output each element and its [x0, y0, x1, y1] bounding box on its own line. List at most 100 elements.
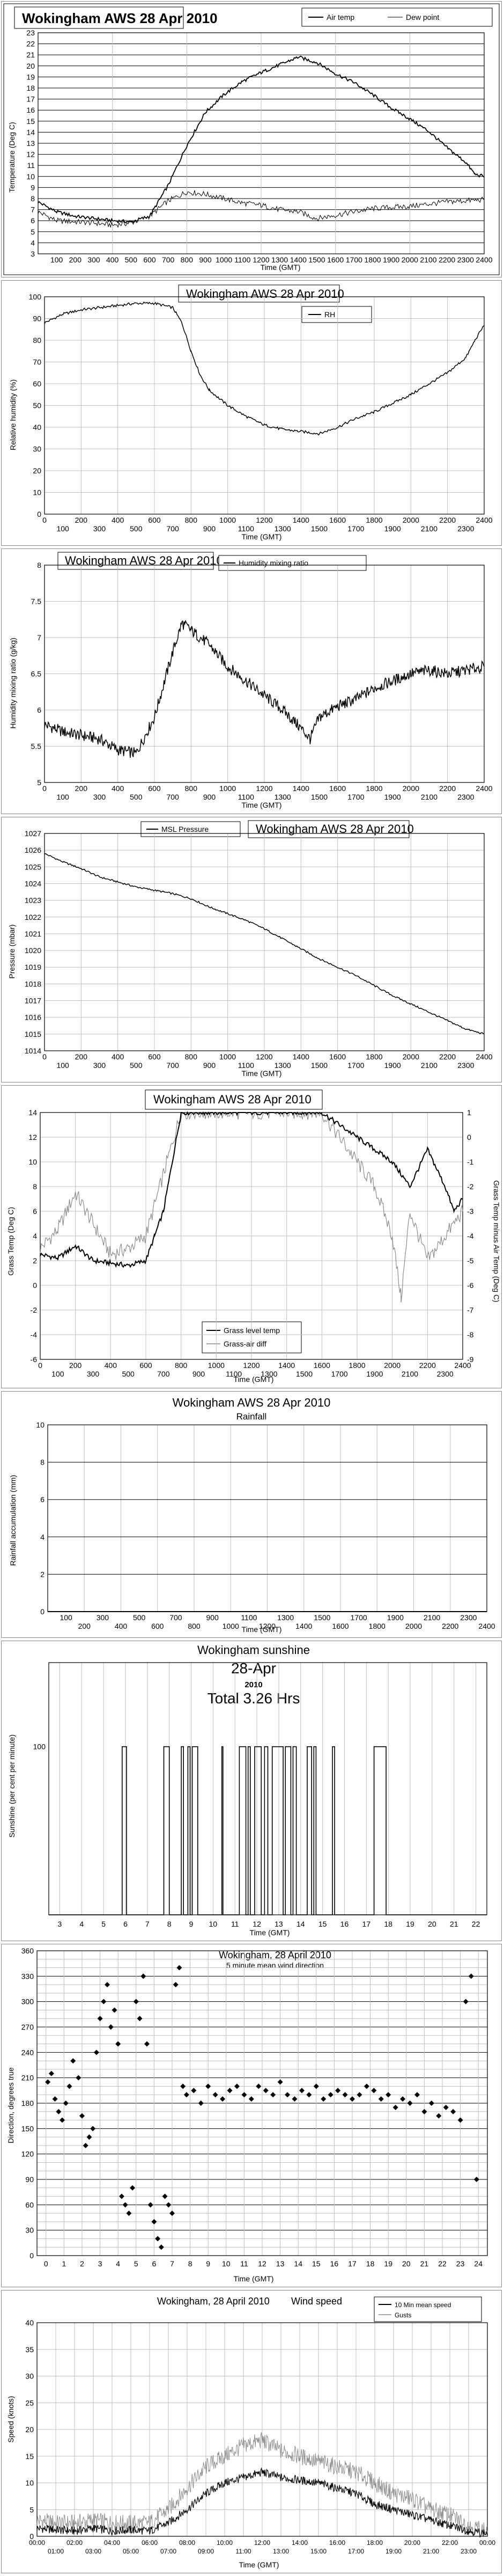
- data-point: [313, 2083, 319, 2089]
- data-point: [130, 2185, 136, 2191]
- x-tick-label-top: 400: [105, 1361, 117, 1370]
- x-tick-label: 900: [203, 1061, 216, 1070]
- x-tick-label: 3: [98, 2259, 102, 2268]
- x-tick-label: 1200: [256, 784, 272, 793]
- data-point: [321, 2096, 327, 2102]
- y-tick-label: 10: [28, 1158, 37, 1166]
- y-tick-label: 30: [25, 2372, 34, 2381]
- y2-axis-label: Grass Temp minus Air Temp (Deg C): [492, 1180, 501, 1302]
- y-tick-label: 1020: [25, 946, 41, 955]
- data-point: [108, 2024, 114, 2030]
- y-tick-label: 60: [25, 2200, 34, 2209]
- plot-area: [44, 296, 485, 515]
- x-tick-label: 2000: [402, 255, 418, 264]
- x-tick-label: 21: [450, 1920, 458, 1928]
- x-tick-label: 16: [330, 2259, 339, 2268]
- series-dew-point-line: [38, 190, 485, 229]
- x-tick-label-top: 2200: [419, 1361, 436, 1370]
- chart-title: Wokingham AWS 28 Apr 2010: [22, 10, 218, 26]
- y-tick-label: 11: [27, 161, 35, 170]
- x-tick-label: 15: [318, 1920, 327, 1928]
- x-tick-label-bottom: 2100: [402, 1370, 418, 1378]
- series-grass-temp-line: [40, 1111, 463, 1268]
- x-tick-label: 300: [87, 255, 100, 264]
- title-box: [248, 820, 410, 838]
- x-tick-label-top: 600: [139, 1361, 152, 1370]
- data-point: [97, 2016, 103, 2022]
- x-tick-label-top: 2400: [454, 1361, 471, 1370]
- x-tick-label-top: 10:00: [217, 2539, 233, 2546]
- x-tick-label: 2000: [405, 1622, 422, 1630]
- x-tick-label: 1300: [271, 255, 288, 264]
- y-tick-label: 1022: [25, 913, 41, 921]
- data-point: [79, 2113, 85, 2119]
- x-tick-label: 3: [58, 1920, 62, 1928]
- legend-label-rh: RH: [324, 310, 335, 319]
- x-tick-label: 2400: [476, 1052, 492, 1061]
- chart-title: Wokingham, 28 April 2010: [157, 2296, 270, 2307]
- x-tick-label: 800: [185, 1052, 198, 1061]
- x-tick-label: 1000: [219, 1052, 236, 1061]
- x-tick-label: 600: [148, 1052, 161, 1061]
- x-tick-label-top: 00:00: [29, 2539, 45, 2546]
- x-tick-label: 1600: [329, 784, 346, 793]
- wind-direction-panel: Wokingham, 28 April 2010 5 minute mean w…: [1, 1944, 502, 2287]
- x-tick-label: 18: [384, 1920, 392, 1928]
- x-tick-label-bottom: 1700: [331, 1370, 348, 1378]
- x-tick-label-top: 1000: [208, 1361, 225, 1370]
- x-tick-label-top: 1600: [314, 1361, 330, 1370]
- wind-direction-chart: Wokingham, 28 April 2010 5 minute mean w…: [6, 1946, 488, 2283]
- data-point: [52, 2096, 58, 2102]
- x-tick-label-bottom: 07:00: [160, 2548, 176, 2555]
- y2-tick-label: -6: [467, 1281, 474, 1290]
- data-point: [66, 2083, 72, 2089]
- x-tick-label-bottom: 11:00: [235, 2548, 251, 2555]
- y-axis-label: Direction, degrees true: [6, 2067, 15, 2143]
- x-tick-label: 8: [167, 1920, 172, 1928]
- pressure-panel: MSL Pressure Wokingham AWS 28 Apr 2010 P…: [1, 817, 502, 1082]
- y-tick-label: 70: [33, 358, 41, 367]
- y2-tick-label: -3: [467, 1207, 474, 1216]
- temperature-chart: Wokingham AWS 28 Apr 2010 Air temp Dew p…: [3, 3, 500, 275]
- x-tick-label: 1800: [364, 255, 381, 264]
- humidity-chart: Wokingham AWS 28 Apr 2010 RH Relative hu…: [9, 284, 493, 541]
- x-tick-label: 700: [166, 1061, 179, 1070]
- x-tick-label: 1400: [293, 784, 309, 793]
- y-tick-label: 0: [37, 510, 41, 518]
- y-tick-label: 6: [37, 706, 41, 714]
- x-tick-label: 1000: [219, 784, 236, 793]
- y-tick-label: 6.5: [31, 670, 42, 678]
- title-box: [178, 284, 340, 303]
- x-tick-label: 100: [56, 524, 69, 533]
- chart-year: 2010: [244, 1680, 262, 1689]
- y-tick-label: 25: [25, 2398, 34, 2407]
- wind-speed-panel: Wokingham, 28 April 2010 Wind speed 10 M…: [1, 2290, 502, 2573]
- data-point: [357, 2092, 362, 2098]
- y-tick-label: 1026: [25, 846, 41, 854]
- x-tick-label: 500: [125, 255, 138, 264]
- x-tick-label: 2200: [439, 516, 456, 524]
- data-point: [342, 2092, 348, 2098]
- x-tick-label: 13: [276, 2259, 285, 2268]
- x-tick-label: 2400: [478, 1622, 495, 1630]
- series-line: [44, 853, 485, 1035]
- y-tick-label: 90: [25, 2175, 34, 2184]
- data-point: [90, 2126, 96, 2132]
- y-tick-label: 20: [25, 2425, 34, 2434]
- x-tick-label: 10: [222, 2259, 231, 2268]
- x-tick-label: 11: [240, 2259, 248, 2268]
- x-tick-label-top: 2000: [384, 1361, 401, 1370]
- x-tick-label: 17: [348, 2259, 357, 2268]
- y-tick-label: 2: [33, 1256, 37, 1265]
- x-tick-label: 200: [78, 1622, 91, 1630]
- x-tick-label: 1700: [347, 524, 364, 533]
- x-tick-label: 1000: [216, 255, 232, 264]
- chart-title: Wokingham AWS 28 Apr 2010: [186, 287, 344, 301]
- data-point: [140, 1973, 146, 1979]
- x-tick-label: 2000: [403, 784, 419, 793]
- x-tick-label: 21: [420, 2259, 429, 2268]
- x-tick-label: 700: [166, 524, 179, 533]
- x-axis-label: Time (GMT): [242, 1069, 282, 1078]
- legend-label-grass-temp: Grass level temp: [224, 1326, 280, 1335]
- data-point: [183, 2092, 189, 2098]
